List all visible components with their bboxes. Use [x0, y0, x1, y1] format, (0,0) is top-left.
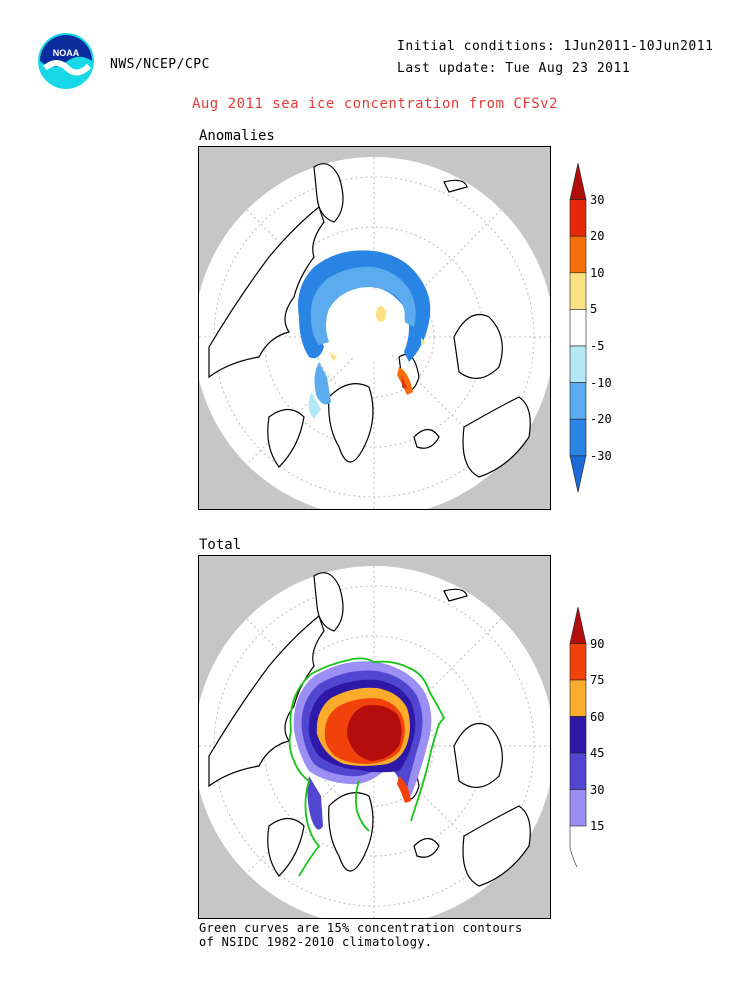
colorbar-tick-label: -30	[590, 448, 612, 463]
colorbar-segment	[569, 309, 587, 347]
last-update: Last update: Tue Aug 23 2011	[397, 61, 631, 76]
colorbar-segment	[569, 418, 587, 457]
anomalies-map	[198, 146, 551, 510]
colorbar-segment	[569, 752, 587, 790]
total-map	[198, 555, 551, 919]
colorbar-tick-label: -20	[590, 412, 612, 427]
svg-text:NOAA: NOAA	[53, 48, 80, 58]
colorbar-tick-label: 75	[590, 673, 605, 687]
total-colorbar	[568, 606, 588, 869]
colorbar-tick-label: -5	[590, 339, 605, 353]
colorbar-segment	[569, 382, 587, 420]
colorbar-tick-label: 30	[590, 782, 605, 797]
colorbar-tick-label: 15	[590, 819, 605, 833]
colorbar-segment	[569, 716, 587, 754]
anomalies-label: Anomalies	[199, 128, 275, 144]
colorbar-segment	[569, 235, 587, 274]
colorbar-segment	[569, 826, 579, 869]
colorbar-segment	[569, 789, 587, 827]
colorbar-segment	[569, 606, 587, 644]
anomalies-colorbar	[568, 162, 588, 493]
total-label: Total	[199, 537, 242, 553]
colorbar-tick-label: 30	[590, 192, 605, 207]
agency-label: NWS/NCEP/CPC	[110, 57, 210, 72]
colorbar-segment	[569, 643, 587, 681]
page-title: Aug 2011 sea ice concentration from CFSv…	[191, 96, 559, 112]
footnote: Green curves are 15% concentration conto…	[199, 921, 523, 949]
colorbar-segment	[569, 272, 587, 310]
initial-conditions: Initial conditions: 1Jun2011-10Jun2011	[397, 39, 714, 54]
colorbar-segment	[569, 199, 587, 237]
colorbar-tick-label: 5	[590, 302, 598, 317]
colorbar-tick-label: 10	[590, 265, 605, 280]
anomalies-colorbar-labels: 30 20 10 5 -5 -10 -20 -30	[590, 163, 630, 493]
colorbar-tick-label: 90	[590, 636, 605, 651]
colorbar-segment	[569, 679, 587, 717]
colorbar-tick-label: 45	[590, 746, 605, 760]
colorbar-tick-label: 60	[590, 709, 605, 724]
colorbar-segment	[569, 345, 587, 383]
noaa-logo: NOAA	[37, 32, 95, 90]
colorbar-segment	[569, 455, 587, 493]
colorbar-tick-label: 20	[590, 229, 605, 244]
colorbar-segment	[569, 162, 587, 200]
total-colorbar-labels: 90 75 60 45 30 15	[590, 607, 630, 867]
colorbar-tick-label: -10	[590, 375, 612, 390]
